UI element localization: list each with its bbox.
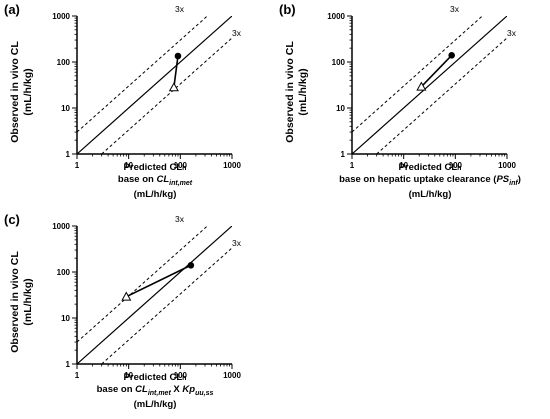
y-tick-label: 100 — [332, 58, 346, 67]
lower-3x-line — [100, 37, 232, 154]
data-point-triangle — [416, 81, 427, 91]
fold-label-upper: 3x — [450, 4, 460, 14]
x-axis-label-suffix: ) — [517, 174, 521, 185]
y-tick-label: 10 — [336, 104, 345, 113]
fold-label-upper: 3x — [175, 214, 185, 224]
x-axis-label-main: Predicted CL — [123, 372, 183, 383]
upper-3x-line — [77, 226, 209, 343]
y-tick-label: 1 — [341, 150, 346, 159]
identity-line — [77, 16, 232, 154]
y-tick-label: 1000 — [52, 12, 70, 21]
x-axis-label: Predicted CLh base on CLint,met (mL/h/kg… — [50, 162, 260, 200]
chart-svg: 1 10 100 1000 1 10 100 1000 3x 3x — [327, 4, 517, 170]
chart-panel-a: (a) Observed in vivo CL (mL/h/kg) 1 10 100 1… — [0, 0, 275, 210]
x-tick-label: 1 — [75, 161, 80, 170]
x-axis-label-main-sub: h — [182, 165, 187, 172]
x-tick-label: 1 — [350, 161, 355, 170]
x-axis-label-italic-sub: inf — [509, 179, 518, 187]
x-axis-label-unit: (mL/h/kg) — [133, 188, 177, 200]
connector-line — [125, 264, 192, 298]
x-axis-label-italic: PS — [496, 174, 510, 185]
x-axis-label-prefix: base on — [117, 174, 157, 185]
x-axis-label: Predicted CLh base on hepatic uptake cle… — [315, 162, 545, 200]
x-axis-label-unit: (mL/h/kg) — [408, 188, 452, 200]
x-tick-label: 1000 — [223, 161, 241, 170]
x-tick-label: 10 — [124, 161, 133, 170]
y-tick-label: 10 — [61, 104, 70, 113]
data-point-circle — [448, 51, 455, 59]
y-tick-label: 100 — [57, 268, 71, 277]
fold-label-lower: 3x — [232, 28, 242, 38]
y-tick-label: 1000 — [327, 12, 345, 21]
x-tick-label: 1000 — [498, 161, 516, 170]
x-axis-label-main: Predicted CL — [123, 162, 183, 173]
chart-panel-c: (c) Observed in vivo CL (mL/h/kg) 1 10 100 1… — [0, 210, 275, 419]
x-axis-label-italic: CL — [156, 174, 170, 185]
x-tick-label: 1000 — [223, 371, 241, 380]
x-axis-label-main-sub: h — [182, 375, 187, 382]
y-tick-label: 1 — [66, 150, 71, 159]
reference-lines — [352, 16, 507, 154]
x-axis-label-italic2: Kp — [182, 384, 196, 395]
fold-label-upper: 3x — [175, 4, 185, 14]
data-point-circle — [187, 261, 195, 269]
x-tick-label: 100 — [174, 371, 188, 380]
y-tick-label: 1000 — [52, 222, 70, 231]
fold-label-lower: 3x — [232, 238, 242, 248]
data-point-triangle — [121, 291, 132, 301]
connector-line — [420, 54, 453, 88]
fold-label-lower: 3x — [507, 28, 517, 38]
x-axis-label-main-sub: h — [457, 165, 462, 172]
y-tick-label: 10 — [61, 314, 70, 323]
data-point-circle — [174, 52, 182, 60]
panel-label: (b) — [279, 2, 296, 17]
x-axis-label-italic: CL — [135, 384, 148, 395]
chart-svg: 1 10 100 1000 1 10 100 1000 3x 3x — [52, 214, 242, 380]
reference-lines — [77, 16, 232, 154]
x-tick-label: 100 — [449, 161, 463, 170]
y-tick-label: 100 — [57, 58, 71, 67]
reference-lines — [77, 226, 232, 364]
chart-panel-b: (b) Observed in vivo CL (mL/h/kg) 1 10 100 1… — [275, 0, 550, 210]
connector-line — [173, 55, 179, 88]
panel-label: (c) — [4, 212, 20, 227]
x-tick-label: 10 — [399, 161, 408, 170]
x-axis-label-main: Predicted CL — [398, 162, 458, 173]
data-point-triangle — [168, 82, 179, 92]
x-axis-label-italic2-sub: uu,ss — [195, 389, 214, 397]
x-axis-label: Predicted CLh base on CLint,met X Kpuu,s… — [50, 372, 260, 410]
identity-line — [352, 16, 507, 154]
x-axis-label-italic-sub: int,met — [169, 179, 193, 187]
upper-3x-line — [352, 16, 484, 133]
x-tick-label: 1 — [75, 371, 80, 380]
upper-3x-line — [77, 16, 209, 133]
x-axis-label-italic-sub: int,met — [147, 389, 171, 397]
x-axis-label-prefix: base on hepatic uptake clearance ( — [339, 174, 497, 185]
lower-3x-line — [100, 247, 232, 364]
panel-label: (a) — [4, 2, 20, 17]
x-tick-label: 100 — [174, 161, 188, 170]
lower-3x-line — [375, 37, 507, 154]
identity-line — [77, 226, 232, 364]
chart-svg: 1 10 100 1000 1 10 100 1000 3x 3x — [52, 4, 242, 170]
x-axis-label-mid: X — [170, 384, 183, 395]
y-tick-label: 1 — [66, 360, 71, 369]
x-axis-label-unit: (mL/h/kg) — [133, 398, 177, 410]
x-axis-label-prefix: base on — [96, 384, 136, 395]
x-tick-label: 10 — [124, 371, 133, 380]
